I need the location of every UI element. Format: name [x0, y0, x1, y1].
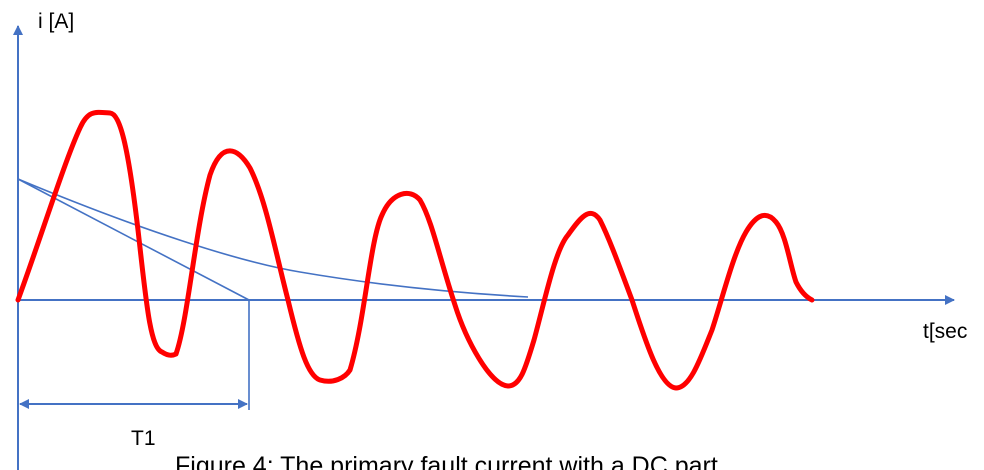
x-axis-label: t[sec [923, 320, 967, 343]
dc-tangent-line [17, 178, 250, 301]
figure-caption: Figure 4: The primary fault current with… [175, 452, 718, 470]
y-axis-label: i [A] [38, 10, 74, 33]
t1-label: T1 [131, 427, 156, 450]
dc-exponential-curve [17, 178, 529, 298]
fault-current-waveform [15, 109, 815, 391]
